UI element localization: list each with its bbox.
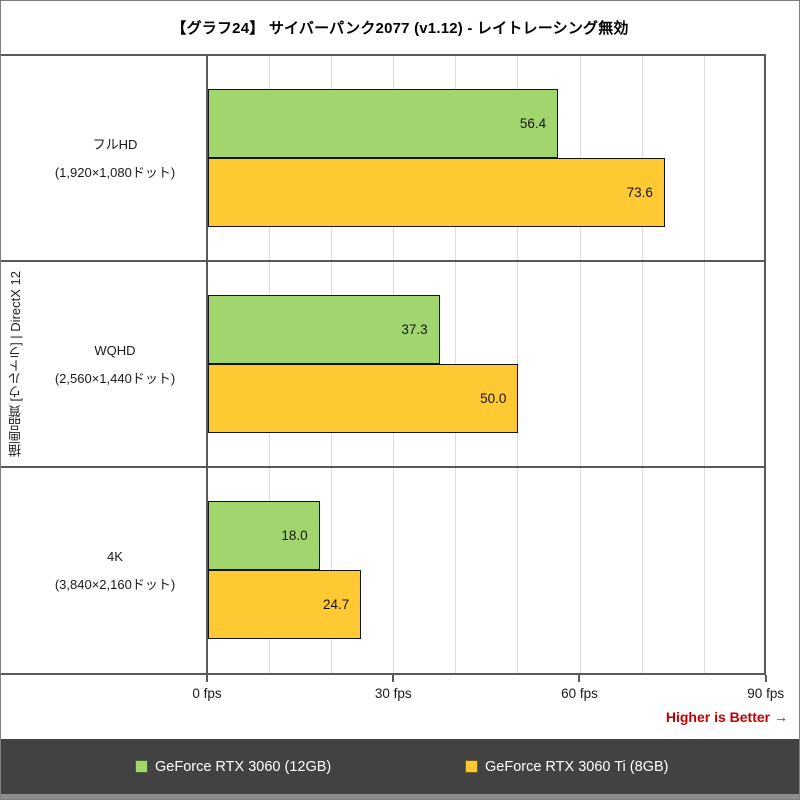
- gridline: [579, 56, 581, 673]
- gridline: [641, 56, 643, 673]
- bar-value-label: 37.3: [401, 322, 428, 337]
- bottom-strip: [1, 794, 799, 799]
- title-bar: 【グラフ24】 サイバーパンク2077 (v1.12) - レイトレーシング無効: [1, 1, 799, 54]
- legend-swatch-green-icon: [135, 760, 148, 773]
- y-axis-title: 描画品質 [ウルトラ] | DirectX 12: [7, 271, 23, 458]
- bar-value-label: 50.0: [480, 391, 507, 406]
- legend: GeForce RTX 3060 (12GB) GeForce RTX 3060…: [1, 739, 799, 794]
- category-label-fullhd: フルHD (1,920×1,080ドット): [54, 137, 176, 180]
- legend-item-rtx3060ti: GeForce RTX 3060 Ti (8GB): [465, 739, 668, 794]
- legend-label: GeForce RTX 3060 Ti (8GB): [485, 758, 669, 775]
- legend-item-rtx3060: GeForce RTX 3060 (12GB): [135, 739, 331, 794]
- bar-value-label: 56.4: [519, 116, 547, 131]
- axis-tick: [764, 675, 767, 682]
- bar-fullhd-rtx3060: 56.4: [208, 89, 559, 158]
- bar-value-label: 24.7: [323, 597, 350, 612]
- plot-area: 56.4 73.6 37.3 50.0 18.0 24.7: [206, 56, 766, 673]
- bar-wqhd-rtx3060: 37.3: [208, 295, 440, 364]
- category-label-wqhd: WQHD (2,560×1,440ドット): [54, 343, 176, 386]
- axis-tick-label: 0 fps: [192, 686, 222, 701]
- axis-tick-label: 90 fps: [747, 686, 785, 701]
- legend-swatch-yellow-icon: [465, 760, 478, 773]
- title-separator: [1, 54, 766, 56]
- bar-value-label: 73.6: [626, 185, 653, 200]
- gridline: [703, 56, 705, 673]
- category-separator: [1, 466, 766, 468]
- plot-region: 描画品質 [ウルトラ] | DirectX 12 フルHD (1,920×1,0…: [1, 56, 766, 675]
- x-axis-line: [1, 673, 766, 675]
- axis-tick: [392, 675, 395, 682]
- bar-wqhd-rtx3060ti: 50.0: [208, 364, 519, 433]
- axis-tick: [578, 675, 581, 682]
- category-label-4k: 4K (3,840×2,160ドット): [54, 549, 176, 592]
- bar-fullhd-rtx3060ti: 73.6: [208, 158, 665, 227]
- higher-is-better-note: Higher is Better →: [665, 709, 788, 725]
- chart-title: 【グラフ24】 サイバーパンク2077 (v1.12) - レイトレーシング無効: [171, 20, 629, 37]
- x-axis: 0 fps 30 fps 60 fps 90 fps: [1, 673, 799, 709]
- legend-label: GeForce RTX 3060 (12GB): [155, 758, 332, 775]
- bar-4k-rtx3060: 18.0: [208, 501, 320, 570]
- bar-value-label: 18.0: [281, 528, 308, 543]
- bar-4k-rtx3060ti: 24.7: [208, 570, 362, 639]
- axis-tick: [206, 675, 208, 682]
- category-separator: [1, 260, 766, 262]
- axis-tick-label: 60 fps: [561, 686, 598, 701]
- axis-tick-label: 30 fps: [374, 686, 412, 701]
